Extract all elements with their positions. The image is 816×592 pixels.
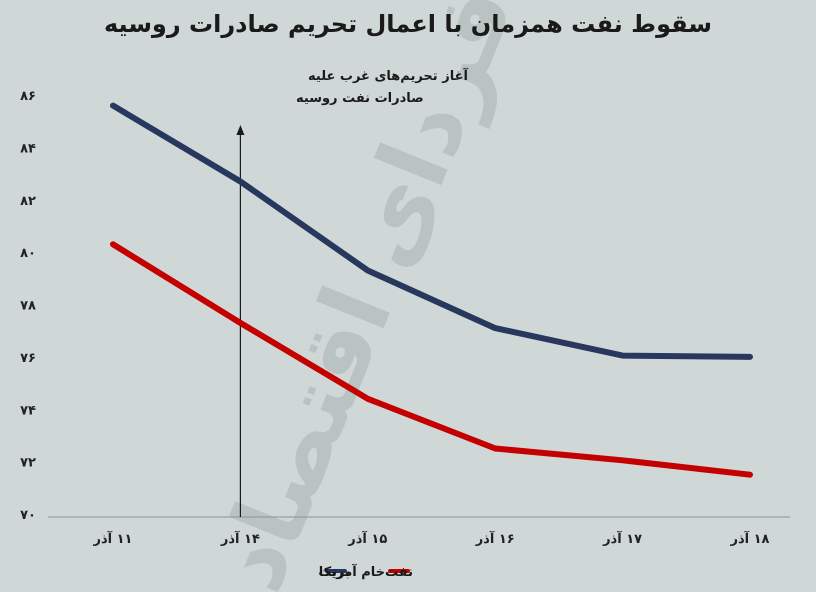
y-tick-label: ۷۸	[20, 299, 36, 314]
legend: برنت نفت‌خام آمریکا	[318, 563, 413, 580]
chart-title: سقوط نفت همزمان با اعمال تحریم صادرات رو…	[104, 10, 712, 38]
y-tick-label: ۸۰	[20, 246, 36, 261]
y-tick-label: ۷۴	[20, 403, 36, 418]
y-axis: ۷۰ ۷۲ ۷۴ ۷۶ ۷۸ ۸۰ ۸۲ ۸۴ ۸۶	[20, 89, 36, 523]
y-tick-label: ۸۴	[20, 141, 36, 156]
series-line-0	[110, 102, 753, 360]
y-tick-label: ۸۶	[20, 89, 36, 104]
annotation-line-1: آغاز تحریم‌های غرب علیه	[308, 67, 468, 84]
x-tick-label: ۱۵ آذر	[347, 530, 387, 547]
annotation-line-2: صادرات نفت روسیه	[296, 91, 424, 106]
x-tick-label: ۱۶ آذر	[475, 530, 515, 547]
plot-area	[110, 102, 753, 478]
x-tick-label: ۱۷ آذر	[602, 530, 642, 547]
legend-label-brent: برنت	[318, 565, 350, 580]
x-tick-label: ۱۸ آذر	[729, 530, 769, 547]
legend-label-wti: نفت‌خام آمریکا	[319, 563, 413, 580]
x-tick-label: ۱۱ آذر	[92, 530, 132, 547]
y-tick-label: ۷۲	[20, 456, 36, 471]
x-tick-label: ۱۴ آذر	[220, 530, 260, 547]
series-line-1	[110, 241, 753, 478]
annotation: آغاز تحریم‌های غرب علیه صادرات نفت روسیه	[236, 67, 468, 517]
x-axis: ۱۱ آذر ۱۴ آذر ۱۵ آذر ۱۶ آذر ۱۷ آذر ۱۸ آذر	[92, 530, 769, 547]
annotation-arrowhead	[236, 125, 245, 135]
y-tick-label: ۷۶	[20, 351, 36, 366]
y-tick-label: ۷۰	[20, 508, 36, 523]
y-tick-label: ۸۲	[20, 194, 36, 209]
watermark: فردای اقتصاد	[192, 0, 536, 592]
